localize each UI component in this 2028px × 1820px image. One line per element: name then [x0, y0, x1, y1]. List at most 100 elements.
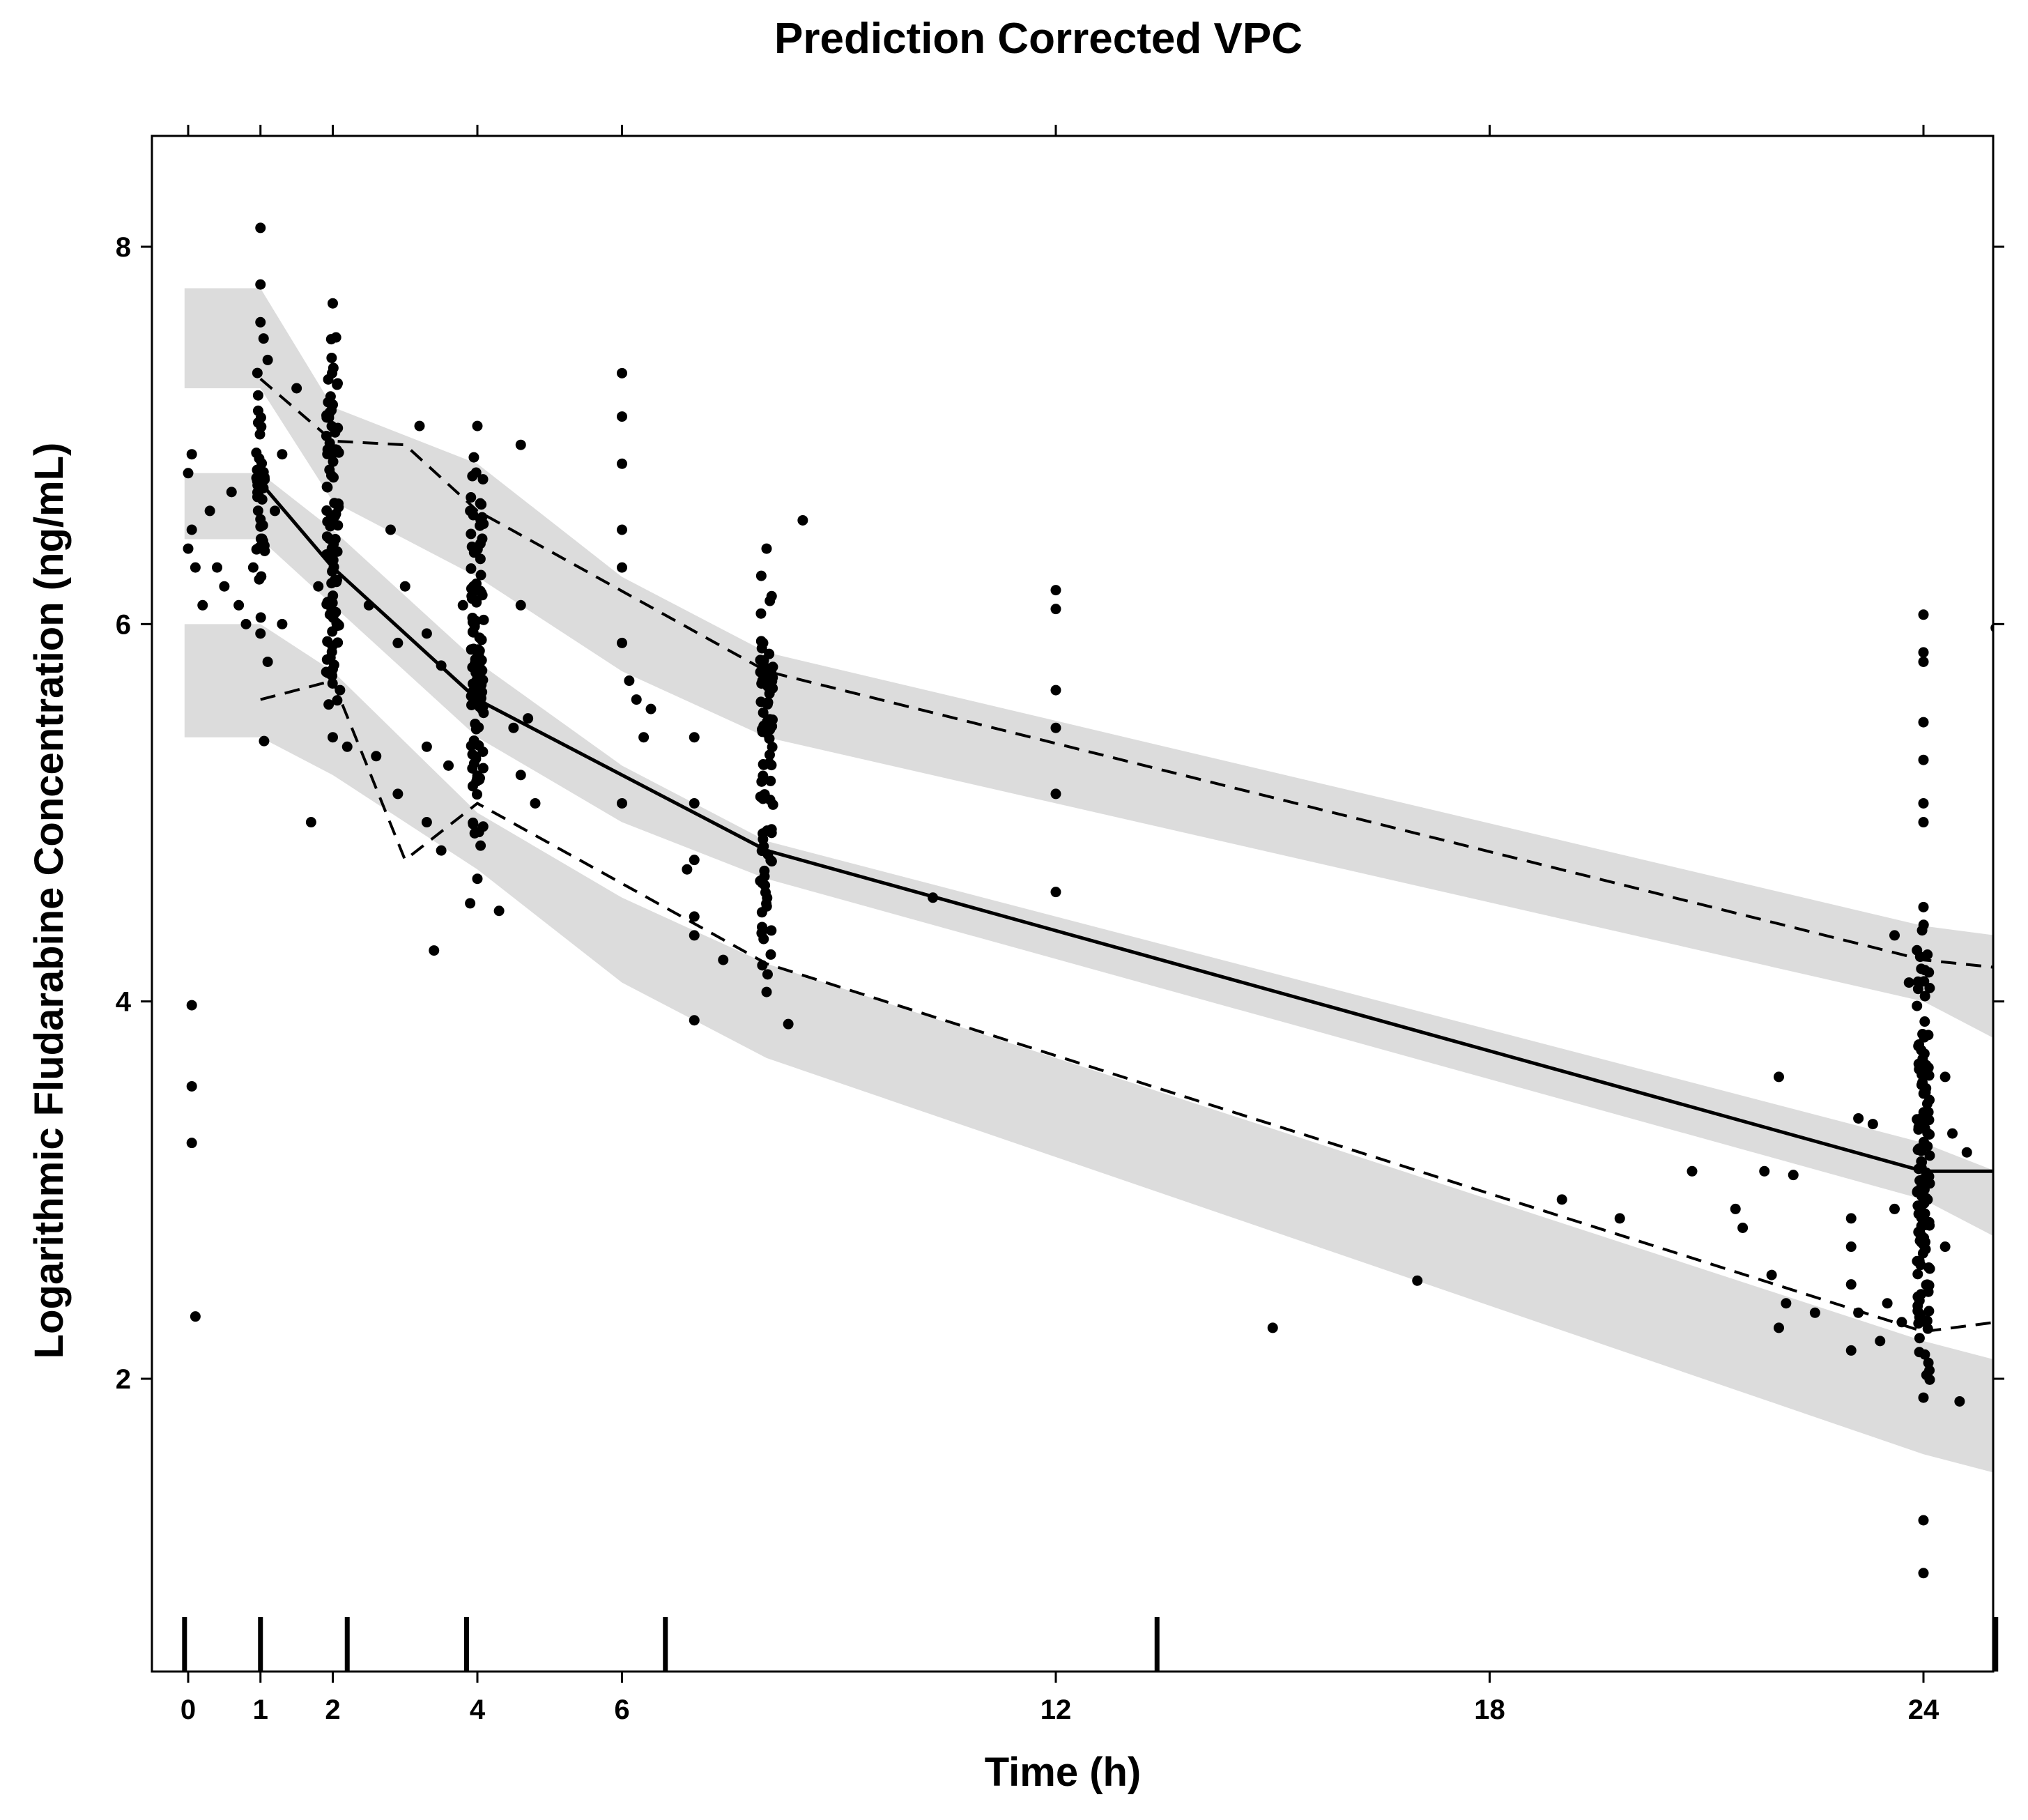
data-point	[473, 667, 484, 678]
data-point	[474, 774, 485, 786]
data-point	[755, 791, 766, 802]
data-point	[256, 421, 267, 432]
data-point	[322, 636, 333, 648]
prediction-interval-bands	[184, 288, 1993, 1473]
data-point	[617, 637, 627, 648]
data-point	[262, 354, 273, 365]
data-point	[1912, 984, 1923, 995]
data-point	[1050, 585, 1061, 596]
data-point	[392, 788, 404, 800]
data-point	[421, 628, 432, 639]
data-point	[1919, 976, 1930, 987]
data-point	[689, 797, 700, 809]
data-point	[262, 656, 273, 667]
data-point	[1922, 1323, 1933, 1334]
data-point	[322, 444, 333, 455]
data-point	[291, 383, 302, 394]
data-point	[477, 474, 489, 485]
data-point	[689, 911, 700, 922]
data-point	[1918, 647, 1929, 658]
y-axis-label: Logarithmic Fludarabine Concentration (n…	[26, 443, 72, 1359]
data-point	[638, 732, 650, 743]
data-point	[761, 721, 772, 733]
data-point	[493, 905, 505, 917]
data-point	[1912, 1000, 1923, 1011]
data-point	[1853, 1112, 1864, 1124]
data-point	[186, 524, 197, 535]
data-point	[240, 618, 252, 629]
data-point	[755, 608, 767, 619]
line-observed-median	[259, 481, 1993, 1173]
data-point	[756, 643, 767, 654]
data-point	[1914, 1039, 1925, 1050]
data-point	[1939, 1071, 1951, 1083]
data-point	[255, 222, 266, 234]
band-lower-pi	[184, 624, 1993, 1473]
data-point	[1882, 1298, 1893, 1309]
data-point	[523, 713, 534, 724]
data-point	[1050, 722, 1061, 733]
data-point	[414, 420, 425, 431]
data-point	[466, 528, 477, 540]
data-point	[341, 741, 353, 752]
observed-points	[183, 222, 1993, 1579]
data-point	[305, 817, 316, 828]
data-point	[1687, 1165, 1698, 1177]
data-point	[1914, 1064, 1925, 1075]
data-point	[313, 581, 324, 592]
data-point	[617, 797, 627, 809]
data-point	[328, 561, 339, 572]
data-point	[645, 703, 656, 714]
data-point	[233, 599, 245, 611]
data-point	[758, 759, 769, 770]
data-point	[466, 691, 477, 702]
data-point	[1914, 1235, 1926, 1246]
data-point	[328, 732, 338, 743]
x-tick-label: 24	[1908, 1695, 1939, 1725]
y-tick-label: 2	[116, 1364, 131, 1395]
data-point	[457, 599, 468, 611]
data-point	[328, 298, 338, 309]
data-point	[765, 795, 776, 806]
x-tick-label: 0	[180, 1695, 196, 1725]
data-point	[327, 367, 338, 378]
data-point	[429, 945, 440, 956]
data-point	[766, 856, 777, 867]
data-point	[767, 682, 778, 694]
data-point	[190, 1311, 201, 1322]
data-point	[765, 775, 776, 786]
data-point	[765, 595, 776, 606]
data-point	[476, 634, 487, 645]
y-tick-label: 6	[116, 609, 131, 640]
data-point	[322, 482, 333, 493]
data-point	[617, 411, 627, 422]
data-point	[1774, 1322, 1784, 1333]
data-point	[1919, 1016, 1930, 1027]
data-point	[1918, 754, 1929, 765]
data-point	[755, 666, 766, 678]
data-point	[758, 841, 769, 852]
data-point	[689, 930, 700, 941]
data-point	[443, 760, 454, 771]
data-point	[1774, 1071, 1784, 1083]
data-point	[1918, 797, 1929, 809]
data-point	[252, 390, 263, 401]
data-point	[186, 1080, 197, 1092]
data-point	[624, 675, 635, 687]
data-point	[473, 740, 484, 751]
data-point	[468, 452, 479, 463]
data-point	[466, 699, 477, 710]
data-point	[928, 892, 939, 903]
data-point	[1050, 604, 1061, 615]
data-point	[321, 430, 332, 441]
data-point	[470, 578, 482, 589]
data-point	[1912, 1269, 1923, 1280]
data-point	[1918, 1515, 1929, 1526]
data-point	[475, 553, 486, 565]
data-point	[1912, 1306, 1923, 1317]
x-tick-label: 4	[470, 1695, 486, 1725]
data-point	[392, 637, 404, 648]
x-axis-label: Time (h)	[985, 1750, 1142, 1795]
data-point	[766, 925, 777, 936]
